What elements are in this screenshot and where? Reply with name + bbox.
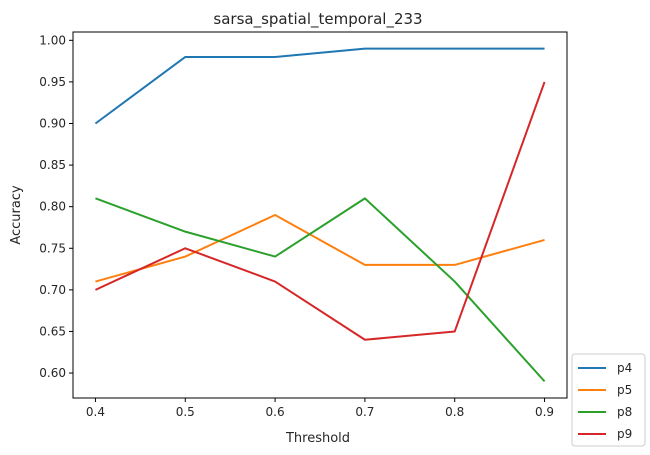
- y-tick-label: 0.75: [39, 241, 66, 255]
- legend: p4 p5 p8 p9: [571, 353, 646, 447]
- x-tick-label: 0.4: [86, 405, 105, 419]
- series-line-p5: [95, 214, 545, 283]
- legend-box: [571, 353, 646, 447]
- chart-title: sarsa_spatial_temporal_233: [213, 10, 422, 29]
- y-tick-label: 0.95: [39, 75, 66, 89]
- y-tick-label: 0.70: [39, 283, 66, 297]
- y-tick-label: 1.00: [39, 33, 66, 47]
- x-tick-label: 0.9: [535, 405, 554, 419]
- x-axis-label: Threshold: [285, 431, 350, 446]
- plot-frame: [72, 31, 568, 399]
- y-tick-label: 0.80: [39, 200, 66, 214]
- x-tick-label: 0.8: [445, 405, 464, 419]
- y-axis-label: Accuracy: [9, 185, 24, 245]
- x-tick-label: 0.6: [266, 405, 285, 419]
- y-tick-label: 0.60: [39, 366, 66, 380]
- x-tick-label: 0.7: [355, 405, 374, 419]
- legend-label-p8: p8: [617, 405, 632, 419]
- legend-label-p4: p4: [617, 361, 632, 375]
- legend-label-p5: p5: [617, 383, 632, 397]
- series-line-p8: [95, 197, 546, 383]
- y-tick-label: 0.90: [39, 117, 66, 131]
- series-line-p4: [94, 47, 545, 125]
- y-tick-label: 0.65: [39, 324, 66, 338]
- legend-label-p9: p9: [617, 427, 632, 441]
- y-tick-label: 0.85: [39, 158, 66, 172]
- series-line-p9: [95, 81, 546, 341]
- x-tick-label: 0.5: [176, 405, 195, 419]
